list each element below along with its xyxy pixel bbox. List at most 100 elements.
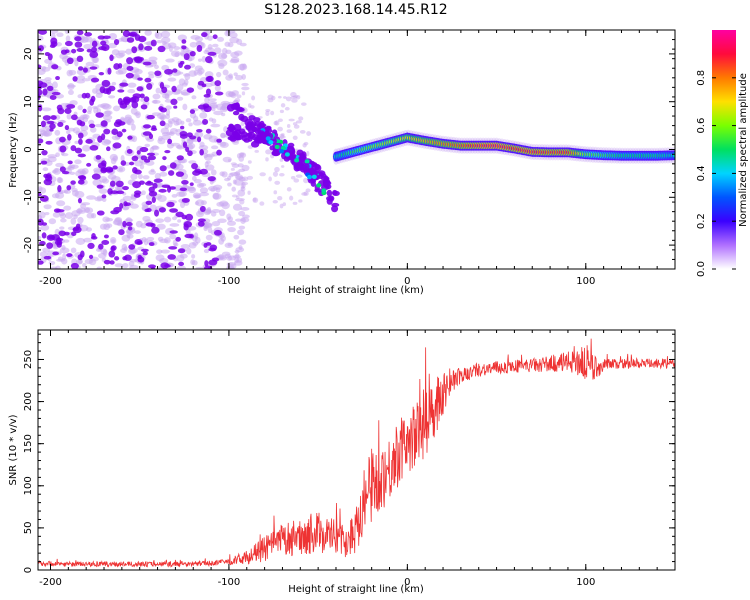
noise-speckle bbox=[119, 103, 128, 109]
noise-speckle bbox=[56, 32, 64, 37]
noise-speckle bbox=[164, 149, 171, 154]
noise-speckle bbox=[94, 196, 104, 202]
noise-speckle bbox=[216, 36, 225, 42]
noise-speckle bbox=[180, 125, 185, 130]
branch-speckle bbox=[332, 190, 340, 196]
noise-speckle bbox=[206, 75, 214, 82]
noise-speckle bbox=[109, 153, 118, 161]
noise-speckle bbox=[193, 69, 199, 76]
noise-speckle bbox=[203, 242, 208, 248]
noise-speckle bbox=[175, 171, 185, 177]
noise-speckle bbox=[150, 168, 155, 173]
spectrogram-x-tick-label: -100 bbox=[218, 276, 241, 287]
noise-speckle bbox=[56, 200, 66, 207]
noise-speckle bbox=[139, 164, 145, 170]
noise-speckle bbox=[224, 30, 232, 37]
noise-speckle bbox=[103, 128, 111, 135]
noise-speckle bbox=[138, 43, 144, 51]
noise-speckle bbox=[66, 185, 72, 191]
noise-speckle bbox=[230, 162, 237, 166]
branch-speckle bbox=[326, 189, 333, 197]
snr-panel: -200 -100 0 100 0 50 100 150 200 250 Height of st… bbox=[8, 329, 676, 595]
noise-speckle bbox=[169, 233, 177, 240]
noise-speckle bbox=[52, 212, 61, 218]
spectrogram-x-tick-label: 100 bbox=[576, 276, 595, 287]
noise-speckle bbox=[207, 101, 217, 105]
noise-speckle bbox=[101, 79, 111, 88]
noise-speckle bbox=[169, 162, 177, 169]
noise-speckle bbox=[64, 124, 70, 131]
noise-speckle bbox=[70, 164, 79, 169]
noise-speckle bbox=[177, 219, 182, 223]
noise-speckle bbox=[142, 124, 152, 129]
noise-speckle bbox=[128, 161, 135, 166]
noise-speckle bbox=[119, 82, 129, 87]
noise-speckle bbox=[227, 226, 236, 233]
noise-speckle bbox=[61, 153, 69, 157]
noise-speckle bbox=[153, 178, 163, 183]
noise-speckle bbox=[111, 175, 121, 183]
noise-speckle bbox=[182, 141, 188, 149]
noise-speckle bbox=[95, 155, 102, 160]
noise-speckle bbox=[43, 178, 53, 186]
branch-speckle bbox=[328, 195, 335, 202]
noise-speckle bbox=[211, 221, 221, 227]
noise-speckle bbox=[48, 260, 56, 266]
noise-speckle bbox=[227, 176, 232, 180]
noise-speckle bbox=[181, 138, 186, 143]
noise-speckle bbox=[225, 74, 234, 81]
noise-speckle bbox=[52, 251, 60, 256]
spectrogram-x-tick-label: 0 bbox=[404, 276, 410, 287]
noise-speckle bbox=[114, 263, 124, 268]
noise-speckle bbox=[183, 220, 193, 228]
noise-speckle bbox=[163, 216, 172, 223]
noise-speckle bbox=[241, 91, 246, 96]
noise-speckle bbox=[110, 210, 120, 215]
noise-speckle bbox=[295, 174, 303, 178]
spectrogram-y-tick-label: 20 bbox=[23, 48, 34, 61]
noise-speckle bbox=[57, 185, 62, 193]
noise-speckle bbox=[38, 186, 43, 192]
noise-speckle bbox=[210, 145, 219, 150]
noise-speckle bbox=[161, 36, 171, 44]
noise-speckle bbox=[66, 253, 73, 258]
branch-hotspot bbox=[294, 158, 300, 163]
noise-speckle bbox=[177, 248, 186, 254]
noise-speckle bbox=[76, 30, 84, 36]
noise-speckle bbox=[196, 129, 203, 133]
noise-speckle bbox=[38, 45, 44, 52]
noise-speckle bbox=[221, 47, 228, 55]
noise-speckle bbox=[165, 58, 175, 63]
noise-speckle bbox=[38, 138, 44, 144]
noise-speckle bbox=[205, 55, 213, 64]
noise-speckle bbox=[122, 186, 129, 191]
branch-speckle bbox=[310, 170, 319, 176]
noise-speckle bbox=[50, 115, 57, 120]
snr-y-tick-label: 200 bbox=[23, 392, 34, 411]
noise-speckle bbox=[288, 118, 295, 122]
noise-speckle bbox=[69, 171, 76, 176]
noise-speckle bbox=[289, 195, 294, 201]
noise-speckle bbox=[236, 94, 242, 99]
noise-speckle bbox=[210, 169, 217, 176]
noise-speckle bbox=[54, 129, 61, 136]
snr-x-tick-label: -200 bbox=[39, 577, 62, 588]
noise-speckle bbox=[175, 145, 183, 149]
noise-speckle bbox=[197, 58, 203, 62]
noise-speckle bbox=[39, 251, 48, 258]
noise-speckle bbox=[195, 199, 205, 207]
noise-speckle bbox=[176, 84, 184, 91]
noise-speckle bbox=[71, 48, 77, 54]
noise-speckle bbox=[145, 200, 153, 206]
snr-x-tick-label: 100 bbox=[576, 577, 595, 588]
noise-speckle bbox=[157, 45, 166, 53]
noise-speckle bbox=[197, 104, 207, 110]
noise-speckle bbox=[155, 254, 165, 262]
branch-speckle bbox=[240, 115, 249, 122]
noise-speckle bbox=[116, 166, 126, 173]
noise-speckle bbox=[208, 247, 217, 252]
noise-speckle bbox=[160, 249, 170, 254]
noise-speckle bbox=[233, 72, 238, 77]
noise-speckle bbox=[98, 188, 108, 194]
